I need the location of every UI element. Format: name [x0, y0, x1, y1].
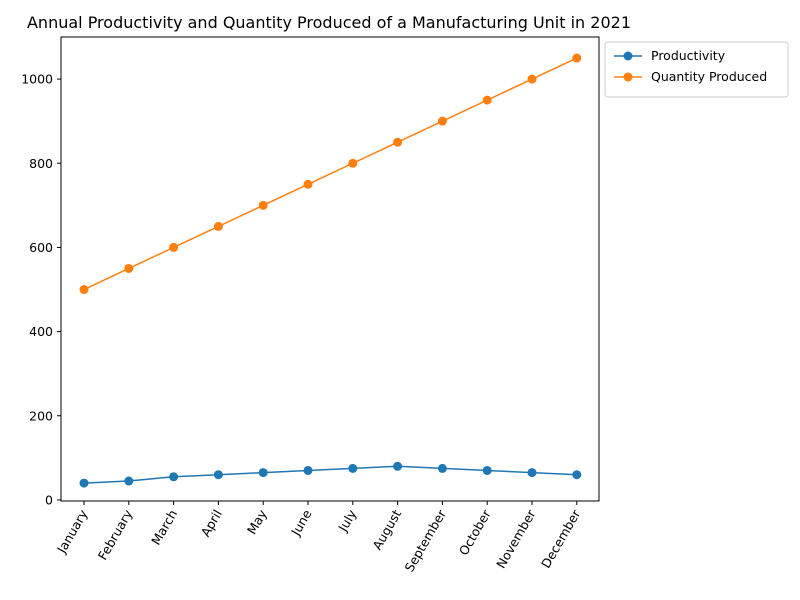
data-point-quantity-produced-october: [482, 95, 492, 105]
data-point-productivity-june: [303, 465, 313, 475]
legend-marker-quantity-produced: [623, 72, 633, 82]
legend-label-quantity-produced: Quantity Produced: [651, 69, 767, 84]
y-tick-label: 1000: [21, 72, 53, 87]
legend-marker-productivity: [623, 51, 633, 61]
data-point-quantity-produced-july: [348, 158, 358, 168]
data-point-quantity-produced-march: [169, 242, 179, 252]
x-tick-label: September: [401, 506, 449, 574]
axes: 0 200 400 600 800 1000 January February March Apr…: [21, 72, 584, 575]
series-line-quantity-produced: [83, 57, 578, 291]
data-point-productivity-november: [527, 468, 537, 478]
data-point-productivity-march: [169, 472, 179, 482]
data-point-productivity-december: [572, 470, 582, 480]
data-point-quantity-produced-february: [124, 263, 134, 273]
legend-label-productivity: Productivity: [651, 48, 726, 63]
data-point-productivity-january: [79, 478, 89, 488]
x-tick-label: July: [335, 506, 360, 534]
data-point-quantity-produced-august: [393, 137, 403, 147]
x-tick-label: December: [538, 506, 584, 570]
data-point-quantity-produced-april: [213, 221, 223, 231]
y-tick-label: 400: [29, 324, 53, 339]
x-tick-label: June: [287, 507, 314, 539]
x-tick-label: November: [493, 506, 539, 571]
legend-frame: [604, 41, 789, 98]
series-layer: [79, 53, 582, 488]
x-tick-label: August: [369, 507, 404, 552]
y-tick-label: 800: [29, 156, 53, 171]
x-tick-label: February: [95, 506, 136, 562]
data-point-productivity-august: [393, 461, 403, 471]
data-point-quantity-produced-january: [79, 285, 89, 295]
data-point-quantity-produced-june: [303, 179, 313, 189]
series-quantity-produced: [79, 53, 582, 295]
x-tick-label: May: [244, 506, 270, 536]
data-point-quantity-produced-december: [572, 53, 582, 63]
series-line-productivity: [83, 465, 577, 484]
legend: Productivity Quantity Produced: [604, 41, 789, 98]
x-tick-label: October: [456, 506, 494, 558]
data-point-productivity-april: [213, 470, 223, 480]
data-point-productivity-july: [348, 463, 358, 473]
chart-title: Annual Productivity and Quantity Produce…: [27, 13, 631, 32]
y-tick-label: 200: [29, 408, 53, 423]
data-point-quantity-produced-september: [437, 116, 447, 126]
data-point-quantity-produced-may: [258, 200, 268, 210]
data-point-productivity-october: [482, 465, 492, 475]
series-productivity: [79, 461, 582, 488]
data-point-quantity-produced-november: [527, 74, 537, 84]
x-tick-label: April: [198, 507, 225, 539]
data-point-productivity-september: [437, 463, 447, 473]
x-tick-label: March: [148, 507, 180, 548]
plot-area-frame: [60, 36, 600, 502]
data-point-productivity-february: [124, 476, 134, 486]
x-tick-label: January: [53, 506, 90, 556]
data-point-productivity-may: [258, 468, 268, 478]
y-tick-label: 0: [45, 492, 53, 507]
y-tick-label: 600: [29, 240, 53, 255]
